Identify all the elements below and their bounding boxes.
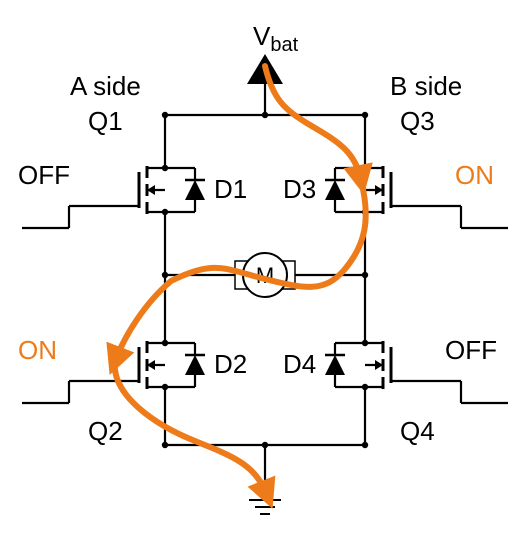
q1-label: Q1 bbox=[88, 106, 123, 136]
q4-state: OFF bbox=[445, 335, 497, 365]
q3-label: Q3 bbox=[400, 106, 435, 136]
diode-d1 bbox=[165, 168, 205, 212]
node-dot bbox=[262, 112, 268, 118]
q2-label: Q2 bbox=[88, 416, 123, 446]
node-dot bbox=[162, 384, 168, 390]
d3-label: D3 bbox=[283, 174, 316, 204]
vbat-label: Vbat bbox=[253, 21, 299, 56]
d4-label: D4 bbox=[283, 349, 316, 379]
d1-label: D1 bbox=[214, 174, 247, 204]
node-dot bbox=[162, 209, 168, 215]
b-side-label: B side bbox=[390, 71, 462, 101]
node-dot bbox=[162, 112, 168, 118]
diode-d2 bbox=[165, 343, 205, 387]
node-dot bbox=[162, 340, 168, 346]
node-dot bbox=[262, 442, 268, 448]
node-dot bbox=[362, 384, 368, 390]
node-dot bbox=[162, 165, 168, 171]
q3-state: ON bbox=[455, 160, 494, 190]
d2-label: D2 bbox=[214, 349, 247, 379]
a-side-label: A side bbox=[70, 71, 141, 101]
current-path bbox=[115, 281, 171, 361]
q2-state: ON bbox=[18, 335, 57, 365]
diode-d4 bbox=[325, 343, 365, 387]
node-dot bbox=[362, 442, 368, 448]
node-dot bbox=[362, 272, 368, 278]
q1-state: OFF bbox=[18, 160, 70, 190]
node-dot bbox=[362, 112, 368, 118]
node-dot bbox=[162, 442, 168, 448]
node-dot bbox=[162, 272, 168, 278]
node-dot bbox=[362, 165, 368, 171]
q4-label: Q4 bbox=[400, 416, 435, 446]
node-dot bbox=[362, 340, 368, 346]
